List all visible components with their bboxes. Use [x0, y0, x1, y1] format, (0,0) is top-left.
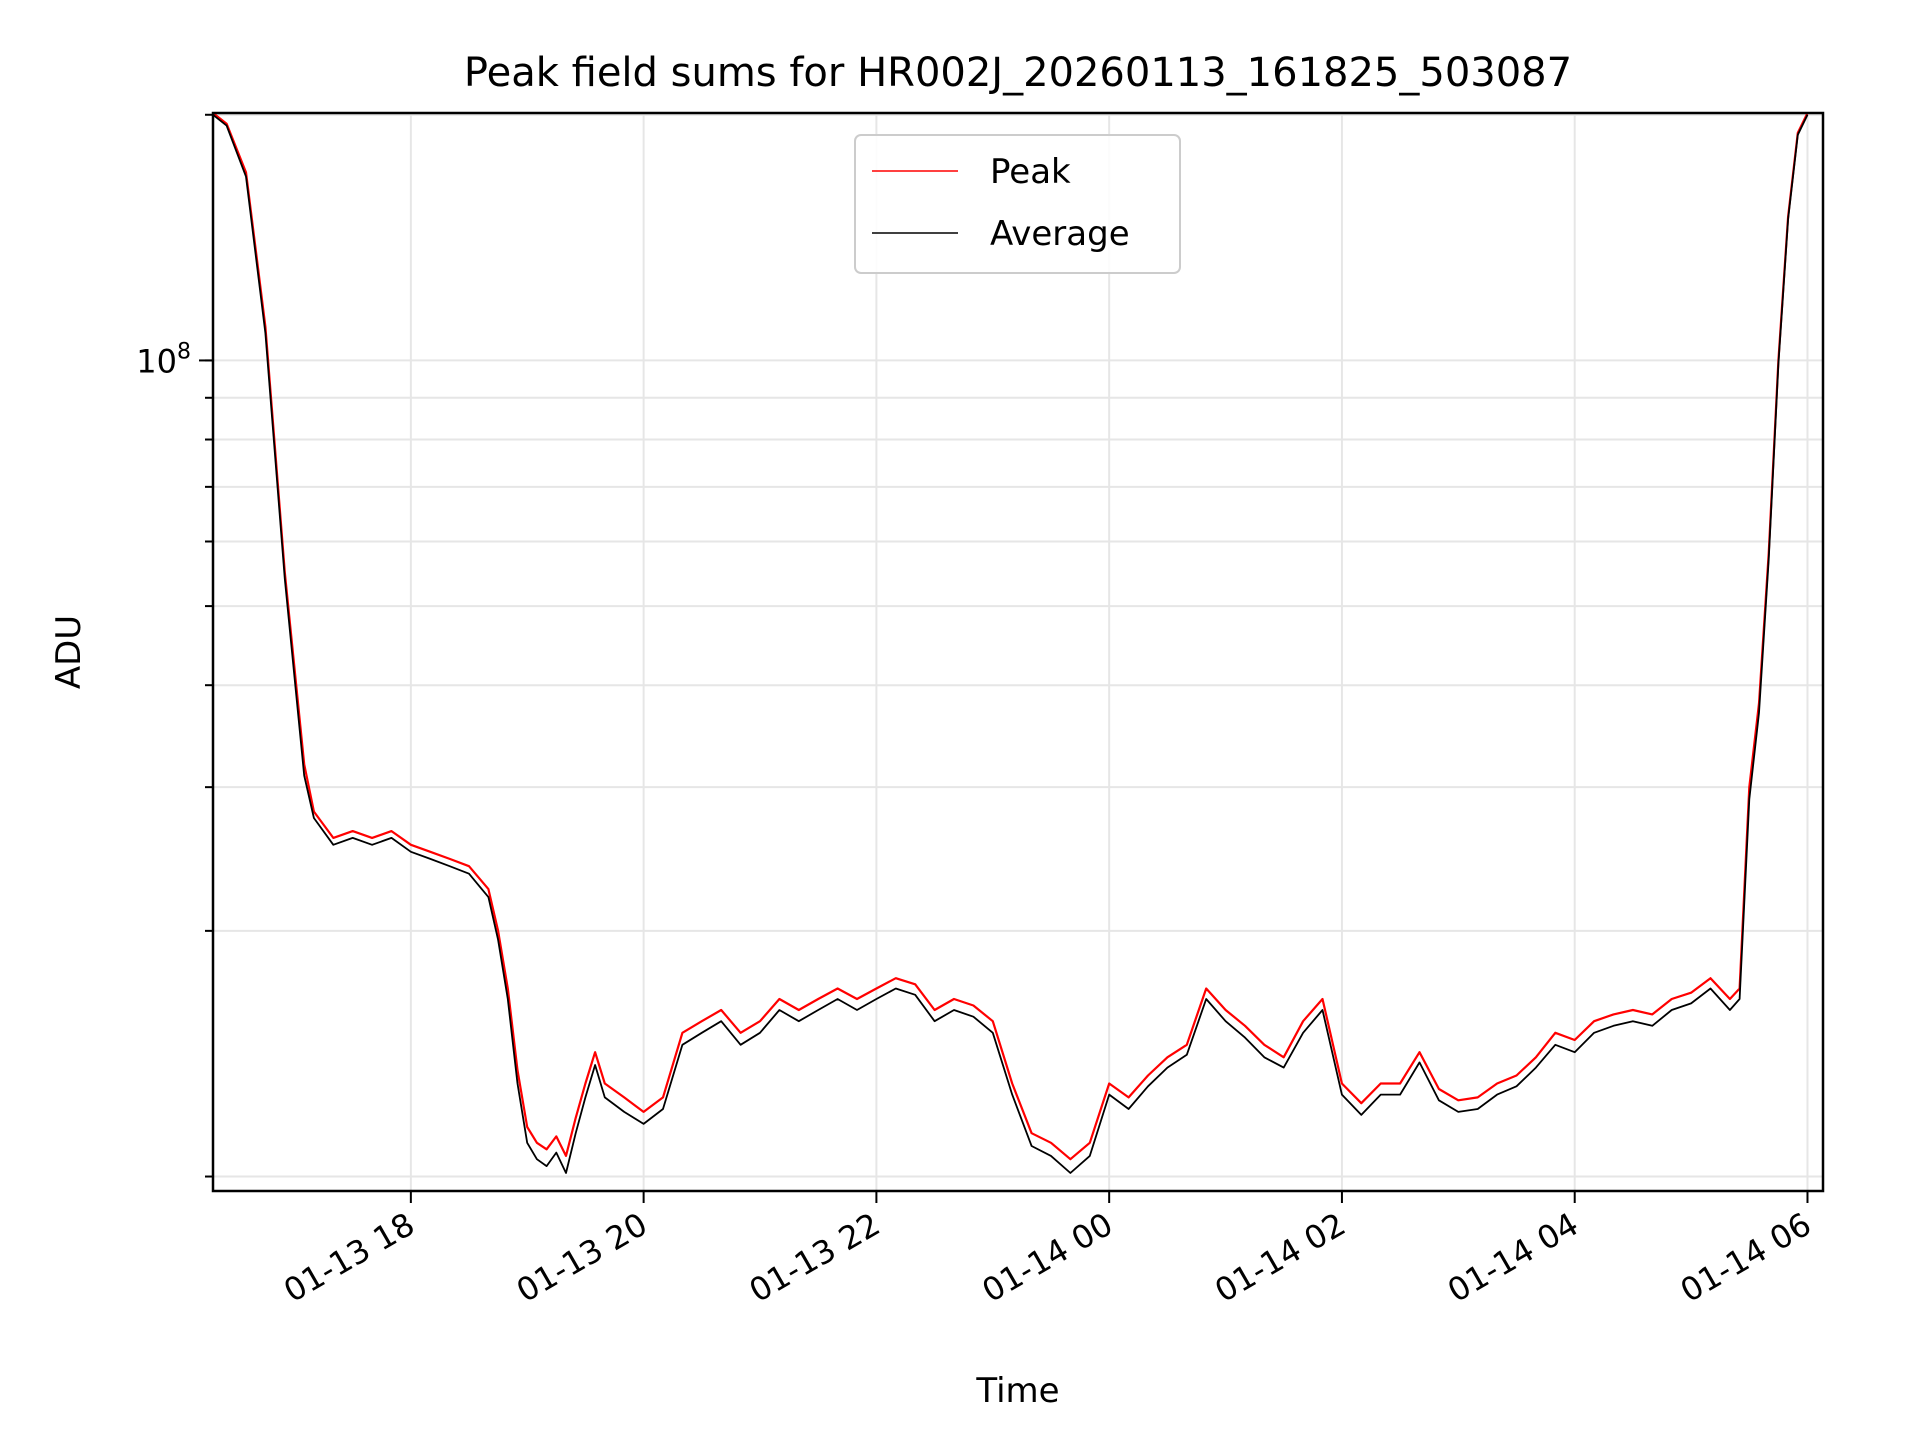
y-tick-label: 108 — [136, 339, 191, 380]
series-layer — [212, 112, 1809, 1174]
grid — [213, 113, 1823, 1191]
legend-box — [854, 134, 1181, 274]
plot-area — [211, 111, 1825, 1193]
legend-label-average: Average — [990, 214, 1130, 254]
x-axis-title: Time — [975, 1371, 1059, 1411]
y-axis-title: ADU — [49, 615, 89, 689]
series-line-average — [212, 114, 1809, 1174]
legend-label-peak: Peak — [990, 152, 1071, 192]
chart-title: Peak field sums for HR002J_20260113_1618… — [464, 50, 1572, 96]
plot-frame — [211, 111, 1825, 1193]
series-line-peak — [212, 112, 1809, 1161]
legend: Peak Average — [854, 134, 1181, 274]
y-axis: 108 — [136, 113, 213, 1178]
